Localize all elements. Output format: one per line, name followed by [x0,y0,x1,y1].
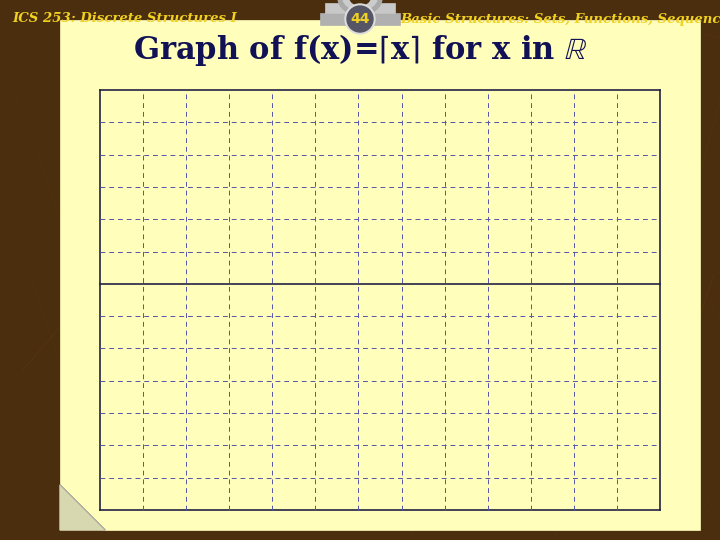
Polygon shape [60,485,105,530]
Ellipse shape [338,0,382,15]
Bar [325,3,395,13]
Text: Graph of f(x)=$\lceil$x$\rceil$ for x in $\mathbb{R}$: Graph of f(x)=$\lceil$x$\rceil$ for x in… [132,32,588,68]
Ellipse shape [343,0,377,10]
Text: Basic Structures: Sets, Functions, Sequences and Sums: Basic Structures: Sets, Functions, Seque… [400,12,720,25]
Circle shape [345,4,375,34]
Bar [320,13,400,25]
Text: ICS 253: Discrete Structures I: ICS 253: Discrete Structures I [12,12,237,25]
Ellipse shape [350,0,370,5]
Text: 44: 44 [350,12,370,26]
Bar [60,20,700,530]
Polygon shape [60,485,105,530]
Circle shape [347,6,373,32]
